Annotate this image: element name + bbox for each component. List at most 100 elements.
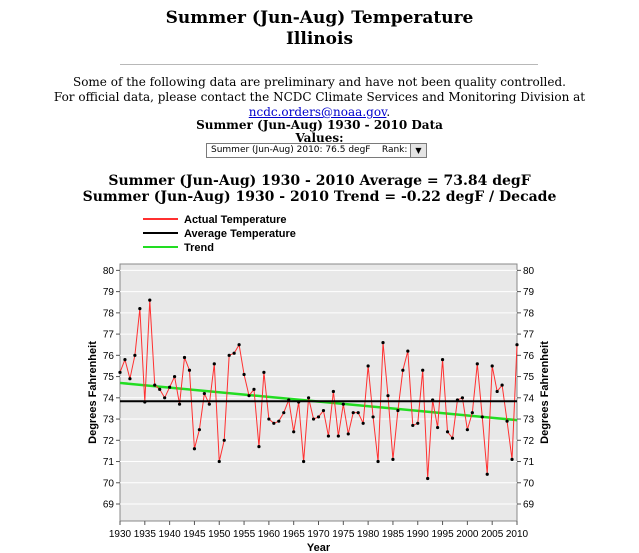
data-point-1942 — [177, 402, 182, 406]
x-tick-label-2000: 2000 — [456, 529, 479, 540]
data-point-1973 — [331, 389, 335, 394]
data-heading: Summer (Jun-Aug) 1930 - 2010 Data — [196, 118, 443, 132]
x-axis-label: Year — [307, 542, 331, 553]
x-tick-label-1980: 1980 — [357, 529, 380, 540]
data-point-2006 — [495, 389, 499, 394]
y-tick-label-right: 78 — [523, 308, 535, 319]
data-point-2005 — [490, 364, 494, 368]
data-point-1940 — [168, 385, 172, 389]
data-point-1933 — [133, 353, 137, 357]
data-point-1939 — [163, 396, 167, 400]
y-tick-label-right: 71 — [523, 457, 535, 468]
x-tick-label-1975: 1975 — [332, 529, 355, 540]
x-tick-label-1985: 1985 — [382, 529, 405, 540]
values-select[interactable]: Summer (Jun-Aug) 2010: 76.5 degF Rank: 7… — [206, 143, 427, 158]
data-point-1983 — [381, 340, 385, 345]
data-point-1967 — [302, 459, 306, 464]
data-point-1954 — [237, 343, 241, 347]
data-point-1988 — [406, 349, 410, 353]
data-point-1959 — [262, 370, 266, 374]
data-point-1974 — [336, 434, 340, 438]
data-point-1969 — [311, 417, 316, 421]
y-tick-label-left: 78 — [103, 308, 115, 319]
data-point-1966 — [297, 400, 301, 404]
legend-label-0: Actual Temperature — [184, 214, 287, 226]
y-tick-label-left: 77 — [103, 330, 115, 341]
data-point-1996 — [445, 430, 450, 434]
data-point-2009 — [510, 457, 514, 462]
y-tick-label-left: 73 — [103, 415, 115, 426]
y-tick-label-left: 69 — [103, 500, 115, 511]
y-axis-label-right: Degrees Fahrenheit — [539, 341, 551, 444]
y-tick-label-left: 80 — [103, 266, 115, 277]
data-point-1971 — [321, 408, 326, 413]
x-tick-label-1955: 1955 — [233, 529, 256, 540]
data-point-1946 — [197, 428, 201, 432]
values-label: Values: — [295, 131, 344, 145]
y-tick-label-left: 71 — [103, 457, 115, 468]
data-point-1982 — [376, 459, 380, 464]
values-select-value: Summer (Jun-Aug) 2010: 76.5 degF Rank: 7… — [211, 145, 422, 155]
notice-prefix: For official data, please contact the NC… — [53, 90, 586, 104]
chevron-down-icon[interactable]: ▼ — [410, 144, 426, 157]
data-point-1968 — [306, 396, 311, 400]
preliminary-notice: Some of the following data are prelimina… — [72, 75, 566, 89]
page-title: Summer (Jun-Aug) Temperature — [165, 8, 474, 28]
data-point-1993 — [431, 398, 435, 402]
x-tick-label-1940: 1940 — [159, 529, 182, 540]
trend-statistic: Summer (Jun-Aug) 1930 - 2010 Trend = -0.… — [82, 189, 557, 205]
data-point-1952 — [227, 353, 231, 357]
data-point-1948 — [207, 402, 211, 406]
y-tick-label-right: 80 — [523, 266, 535, 277]
data-point-1992 — [426, 476, 430, 481]
data-point-1989 — [411, 423, 415, 428]
data-point-1953 — [232, 351, 236, 355]
x-tick-label-1970: 1970 — [307, 529, 330, 540]
divider — [120, 64, 538, 65]
data-point-1935 — [143, 400, 147, 404]
legend-label-2: Trend — [184, 242, 214, 254]
data-point-1934 — [138, 307, 142, 311]
page-subtitle-state: Illinois — [285, 29, 354, 49]
y-tick-label-left: 75 — [103, 372, 115, 383]
x-tick-label-1930: 1930 — [109, 529, 132, 540]
data-point-1931 — [123, 357, 127, 362]
x-tick-label-1935: 1935 — [134, 529, 157, 540]
data-point-1961 — [272, 421, 276, 425]
data-point-1950 — [217, 459, 221, 464]
x-tick-label-2010: 2010 — [506, 529, 529, 540]
data-point-2000 — [465, 428, 469, 432]
data-point-2010 — [515, 343, 519, 347]
data-point-1997 — [450, 436, 455, 440]
data-point-1956 — [247, 394, 251, 398]
y-tick-label-right: 74 — [523, 393, 535, 404]
data-point-1938 — [158, 387, 162, 391]
data-point-2001 — [470, 411, 474, 415]
data-point-2003 — [480, 415, 484, 419]
data-point-1991 — [421, 368, 425, 372]
data-point-1944 — [187, 368, 192, 372]
data-point-2007 — [500, 383, 504, 387]
data-point-1936 — [148, 298, 152, 302]
y-tick-label-right: 69 — [523, 500, 535, 511]
y-tick-label-right: 77 — [523, 330, 535, 341]
y-tick-label-right: 73 — [523, 415, 535, 426]
data-point-1987 — [401, 368, 405, 372]
data-point-1955 — [242, 372, 246, 377]
notice-suffix: . — [386, 105, 391, 119]
data-point-1951 — [222, 438, 226, 442]
data-point-1999 — [460, 396, 465, 400]
y-tick-label-left: 76 — [103, 351, 115, 362]
average-statistic: Summer (Jun-Aug) 1930 - 2010 Average = 7… — [108, 173, 531, 189]
data-point-1972 — [326, 434, 331, 438]
y-axis-label-left: Degrees Fahrenheit — [87, 341, 99, 444]
data-point-1962 — [277, 419, 281, 423]
data-point-1975 — [341, 402, 345, 406]
email-link[interactable]: ncdc.orders@noaa.gov — [248, 105, 387, 119]
x-tick-label-2005: 2005 — [481, 529, 504, 540]
data-point-1965 — [292, 430, 296, 434]
data-point-1943 — [182, 355, 187, 360]
y-tick-label-right: 75 — [523, 372, 535, 383]
plot-area — [119, 263, 518, 522]
temperature-chart: Actual Temperature Average Temperature Tre… — [87, 214, 551, 553]
